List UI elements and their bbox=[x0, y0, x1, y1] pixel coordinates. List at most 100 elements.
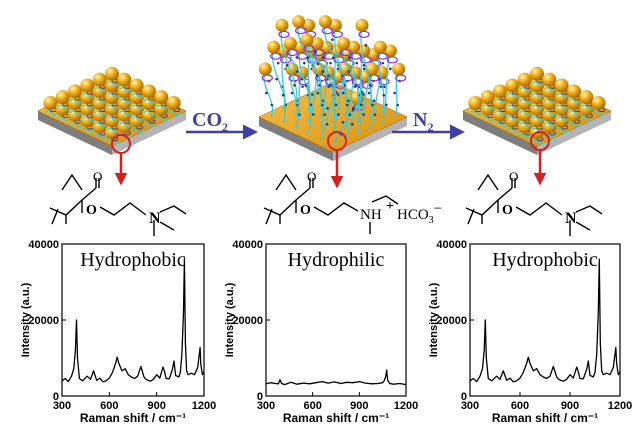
y-tick-label: 20000 bbox=[28, 315, 59, 327]
gold-nanoparticle bbox=[493, 84, 507, 99]
chain-bead bbox=[321, 70, 325, 73]
collapsed-chain bbox=[519, 98, 533, 104]
x-axis-label: Raman shift / cm⁻¹ bbox=[80, 411, 186, 425]
svg-text:O: O bbox=[86, 203, 97, 218]
chain-bead bbox=[385, 103, 388, 107]
collapsed-chain bbox=[494, 110, 508, 116]
polymer-chain bbox=[281, 50, 287, 123]
chain-bead bbox=[275, 77, 278, 81]
collapsed-chain bbox=[94, 110, 108, 116]
co2-label: CO bbox=[192, 109, 222, 131]
chain-bead bbox=[270, 103, 274, 107]
collapsed-chain bbox=[531, 81, 545, 87]
counterion-charge: − bbox=[434, 201, 442, 217]
raman-spectrum-line bbox=[61, 258, 205, 383]
collapsed-chain bbox=[69, 122, 83, 128]
collapsed-chain bbox=[531, 116, 545, 122]
collapsed-chain bbox=[556, 92, 570, 99]
collapsed-chain bbox=[81, 127, 95, 134]
chain-bead bbox=[378, 77, 381, 81]
chain-bead bbox=[371, 103, 374, 107]
chain-bead bbox=[362, 113, 365, 116]
collapsed-chain bbox=[494, 98, 508, 104]
collapsed-chain bbox=[69, 110, 83, 116]
collapsed-chain bbox=[494, 122, 508, 128]
collapsed-chain bbox=[118, 122, 132, 128]
chain-bead bbox=[359, 103, 363, 107]
chain-bead bbox=[334, 103, 338, 107]
collapsed-chain bbox=[543, 98, 557, 104]
raman-spectrum-middle: 0 20000 40000 300 600 900 1200 Raman shift / cm… bbox=[224, 239, 418, 425]
gold-nanoparticle bbox=[300, 33, 314, 47]
gold-nanoparticle bbox=[505, 78, 520, 93]
chain-bead bbox=[347, 70, 350, 73]
gold-nanoparticle bbox=[375, 66, 389, 80]
amine-n-right: N bbox=[565, 210, 577, 227]
chain-bead bbox=[354, 84, 358, 87]
x-tick-label: 600 bbox=[511, 400, 529, 412]
collapsed-chain bbox=[106, 92, 120, 99]
chain-bead bbox=[355, 61, 358, 65]
chain-bead bbox=[346, 103, 349, 107]
gold-nanoparticle bbox=[318, 15, 332, 29]
chain-bead bbox=[325, 123, 329, 126]
y-tick-label: 20000 bbox=[436, 315, 467, 327]
gold-nanoparticle bbox=[80, 78, 95, 93]
chain-bead bbox=[341, 74, 344, 77]
gold-nanoparticle bbox=[43, 96, 58, 110]
chain-bead bbox=[373, 113, 377, 116]
polymer-chain bbox=[297, 21, 322, 94]
raman-spectrum-line bbox=[469, 258, 621, 383]
collapsed-chain bbox=[531, 92, 545, 99]
chain-bead bbox=[329, 84, 333, 87]
polymer-chain bbox=[381, 50, 391, 123]
collapsed-chain bbox=[543, 87, 557, 93]
x-tick-label: 900 bbox=[561, 400, 579, 412]
wettability-title: Hydrophobic bbox=[492, 249, 598, 271]
collapsed-chain bbox=[94, 133, 108, 139]
collapsed-chain bbox=[593, 110, 607, 116]
zoom-indicator-middle bbox=[327, 131, 347, 189]
chain-bead bbox=[285, 64, 289, 67]
zoom-indicator-left bbox=[111, 134, 131, 186]
chain-bead bbox=[342, 91, 345, 95]
chain-bead bbox=[290, 91, 294, 95]
x-tick-label: 300 bbox=[53, 400, 71, 412]
chain-bead bbox=[372, 99, 376, 102]
amine-nh-middle: NH bbox=[360, 207, 382, 223]
gold-nanoparticle bbox=[275, 18, 289, 32]
collapsed-chain bbox=[469, 110, 483, 116]
substrate-side bbox=[259, 117, 333, 161]
collapsed-chain bbox=[131, 127, 145, 134]
x-tick-label: 600 bbox=[100, 400, 118, 412]
wettability-title: Hydrophobic bbox=[80, 249, 186, 271]
chain-bead bbox=[326, 107, 329, 110]
chain-bead bbox=[368, 84, 372, 87]
collapsed-chain bbox=[168, 110, 182, 116]
polymer-chain bbox=[360, 25, 372, 106]
molecule-structure-middle: O O NH + HCO3− bbox=[263, 169, 442, 234]
gold-nanoparticle bbox=[591, 96, 606, 110]
raman-spectrum-right: 0 20000 40000 300 600 900 1200 Raman shift / cm… bbox=[428, 239, 632, 425]
raman-spectrum-left: 0 20000 40000 300 600 900 1200 Raman shift / cm… bbox=[20, 239, 216, 425]
gold-nanoparticle bbox=[383, 44, 397, 58]
collapsed-chain bbox=[155, 116, 169, 122]
gold-nanoparticle bbox=[542, 72, 557, 87]
surface-schematic-left bbox=[37, 66, 187, 155]
gold-nanoparticle bbox=[92, 72, 107, 87]
gold-nanoparticle bbox=[468, 96, 483, 110]
chain-bead bbox=[347, 99, 350, 102]
chain-bead bbox=[382, 93, 386, 97]
molecule-structure-left: O O N bbox=[49, 169, 187, 236]
gold-nanoparticle bbox=[292, 15, 306, 29]
chain-bead bbox=[351, 123, 354, 126]
collapsed-chain bbox=[568, 98, 582, 104]
gold-nanoparticle bbox=[567, 84, 581, 99]
gold-nanoparticle bbox=[392, 62, 406, 76]
gold-nanoparticle bbox=[166, 96, 181, 110]
n2-process-arrow: N2 bbox=[392, 109, 465, 140]
collapsed-chain bbox=[106, 116, 120, 122]
molecule-structure-right: O O N bbox=[465, 169, 603, 236]
chain-bead bbox=[298, 113, 301, 116]
collapsed-chain bbox=[106, 104, 120, 110]
